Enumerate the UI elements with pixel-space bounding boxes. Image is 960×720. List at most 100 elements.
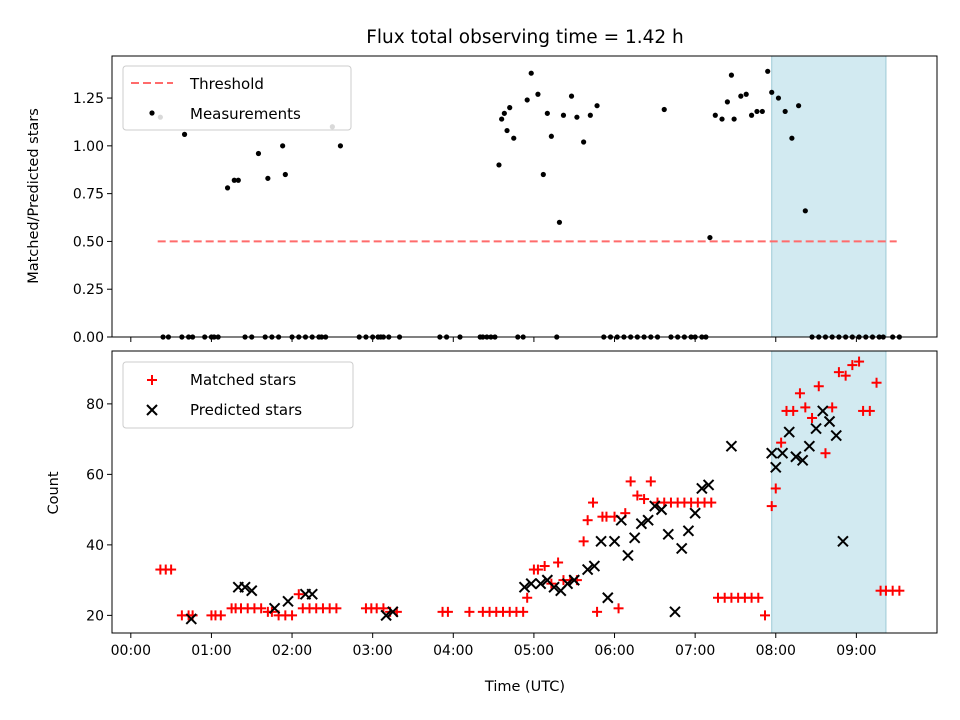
predicted-star-point — [766, 447, 778, 459]
legend-threshold-label: Threshold — [189, 75, 264, 93]
predicted-star-point — [642, 514, 654, 526]
predicted-star-point — [525, 577, 537, 590]
measurement-point — [802, 208, 808, 214]
highlight-band — [771, 350, 887, 634]
top-panel: 0.00 0.25 0.50 0.75 1.00 1.25 Threshold Measure… — [73, 55, 938, 346]
measurement-point — [782, 108, 788, 115]
measurement-point — [499, 116, 505, 122]
top-ylabel: Matched/Predicted stars — [26, 108, 42, 284]
legend-matched-label: Matched stars — [190, 371, 296, 389]
legend-box — [122, 65, 352, 131]
x-axis-label: Time (UTC) — [484, 679, 565, 695]
measurement-point — [728, 72, 735, 78]
predicted-star-point — [783, 426, 795, 438]
y-tick-label: 0.25 — [73, 282, 104, 298]
predicted-star-point — [796, 454, 809, 466]
chart-title: Flux total observing time = 1.42 h — [366, 27, 684, 48]
measurement-point — [501, 110, 507, 116]
matched-star-point — [827, 402, 838, 413]
x-tick-label: 07:00 — [675, 643, 715, 659]
predicted-star-point — [803, 440, 816, 452]
measurement-point — [231, 177, 237, 183]
x-tick-label: 04:00 — [433, 643, 473, 659]
measurement-point — [743, 91, 749, 97]
predicted-star-point — [702, 479, 715, 491]
legend-measurement-label: Measurements — [190, 105, 301, 123]
measurement-point — [224, 185, 231, 191]
matched-star-point — [588, 497, 599, 508]
matched-star-point — [522, 592, 533, 603]
measurement-point — [560, 112, 567, 118]
matched-star-point — [331, 603, 342, 614]
predicted-star-point — [649, 500, 661, 512]
matched-star-point — [442, 606, 453, 617]
predicted-star-point — [282, 595, 294, 607]
x-tick-label: 00:00 — [111, 643, 151, 659]
predicted-star-point — [823, 415, 836, 428]
measurement-point — [661, 106, 667, 113]
measurement-point — [181, 131, 188, 137]
measurement-point — [594, 103, 600, 109]
matched-star-point — [639, 494, 650, 505]
predicted-star-point — [682, 525, 695, 537]
predicted-star-point — [669, 606, 681, 618]
y-tick-label: 40 — [86, 538, 104, 554]
predicted-star-point — [790, 451, 802, 463]
predicted-star-point — [568, 574, 580, 586]
matched-star-point — [753, 592, 764, 603]
measurement-point — [524, 97, 530, 103]
measurement-point — [769, 89, 775, 95]
y-tick-label: 60 — [86, 467, 104, 483]
predicted-star-point — [239, 581, 251, 593]
measurement-point — [738, 93, 744, 99]
y-tick-label: 1.25 — [73, 91, 104, 107]
measurement-point — [724, 99, 730, 105]
measurement-point — [280, 143, 286, 149]
matched-star-point — [794, 388, 805, 399]
measurement-point — [712, 112, 718, 118]
highlight-band — [771, 55, 887, 338]
y-tick-label: 20 — [86, 608, 104, 624]
predicted-star-point — [770, 461, 782, 474]
measurement-point — [581, 139, 587, 145]
matched-star-point — [256, 603, 267, 614]
x-tick-label: 06:00 — [594, 643, 634, 659]
matched-star-point — [766, 501, 777, 512]
measurement-point — [789, 135, 795, 141]
measurement-point — [528, 70, 534, 76]
matched-star-point — [625, 476, 636, 487]
predicted-star-point — [588, 560, 601, 572]
measurement-point — [775, 95, 782, 101]
matched-star-point — [820, 448, 831, 459]
predicted-star-point — [185, 613, 197, 625]
measurement-point — [511, 135, 517, 141]
x-tick-label: 05:00 — [514, 643, 554, 659]
bottom-legend: Matched stars Predicted stars — [122, 361, 354, 429]
predicted-star-point — [268, 602, 281, 615]
matched-star-point — [592, 606, 603, 617]
measurement-point — [235, 177, 241, 183]
measurement-point — [504, 127, 510, 134]
measurement-point — [556, 219, 563, 225]
measurement-point — [507, 105, 513, 111]
y-tick-label: 0.75 — [73, 187, 104, 203]
measurement-point — [587, 112, 593, 118]
matched-star-point — [582, 515, 593, 526]
matched-star-point — [813, 381, 824, 392]
bottom-panel: 20 40 60 80 00:00 01:00 02:00 03:00 04:00 05:00 06… — [86, 350, 938, 659]
measurement-point — [748, 112, 755, 118]
predicted-star-point — [830, 429, 842, 442]
measurement-point — [719, 116, 725, 122]
matched-star-point — [871, 377, 882, 388]
predicted-star-point — [810, 422, 822, 435]
predicted-star-point — [380, 609, 392, 622]
measurement-point — [731, 116, 737, 122]
bottom-ylabel: Count — [46, 471, 62, 514]
top-plot-frame — [111, 55, 938, 338]
predicted-star-point — [602, 592, 614, 604]
predicted-star-point — [696, 482, 708, 495]
predicted-star-point — [635, 518, 648, 530]
matched-star-point — [539, 561, 550, 572]
predicted-star-point — [561, 577, 574, 590]
